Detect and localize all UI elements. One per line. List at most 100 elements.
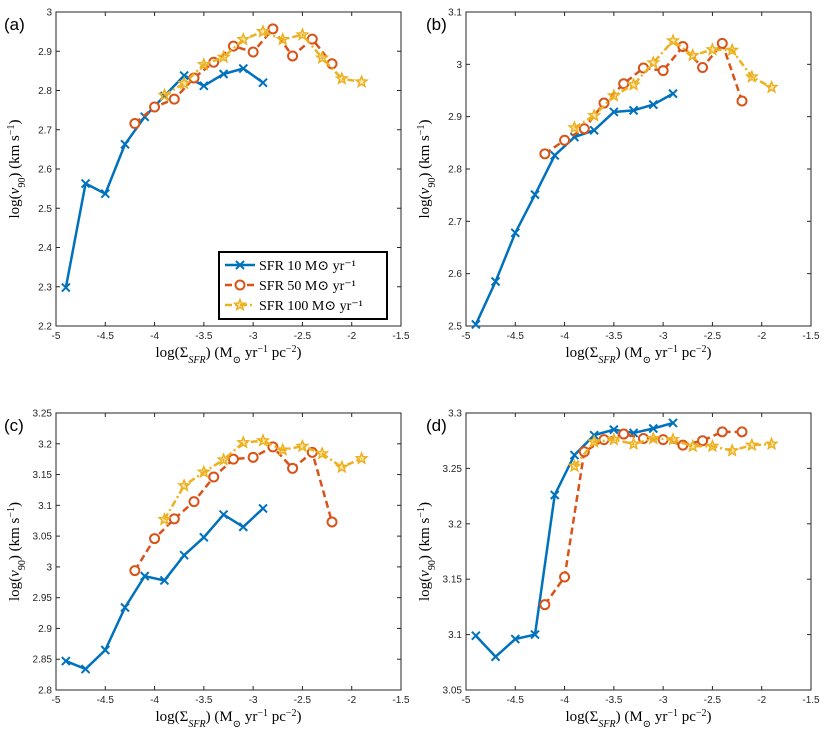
y-tick-label: 3.25 (33, 409, 53, 420)
data-point (471, 631, 481, 641)
y-tick-label: 2.6 (448, 269, 462, 280)
x-tick-label: -1.5 (802, 331, 820, 342)
x-tick-label: -2.5 (704, 695, 722, 706)
y-tick-label: 2.95 (33, 593, 53, 604)
data-point (196, 57, 212, 71)
data-point (208, 471, 220, 483)
y-tick-label: 2.5 (448, 322, 462, 333)
series-2 (539, 426, 748, 611)
data-point (179, 70, 189, 81)
data-point (61, 656, 71, 666)
y-tick-label: 3 (456, 60, 462, 71)
data-point (724, 42, 740, 57)
data-point (539, 148, 551, 160)
data-point (179, 550, 189, 560)
y-tick-label: 2.7 (38, 125, 52, 136)
data-point (716, 37, 728, 49)
y-tick-label: 3.1 (448, 8, 462, 19)
y-tick-label: 2.8 (448, 165, 462, 176)
y-tick-label: 3 (46, 8, 52, 19)
data-point (287, 462, 299, 474)
y-tick-label: 3 (46, 562, 52, 573)
data-point (606, 88, 622, 102)
data-point (510, 228, 520, 238)
series-line (163, 30, 362, 97)
data-point (120, 602, 130, 613)
data-point (176, 75, 192, 90)
data-point (216, 49, 231, 64)
data-point (744, 437, 760, 452)
data-point (648, 99, 658, 110)
x-tick-label: -4.5 (507, 695, 525, 706)
y-tick-label: 2.9 (448, 112, 462, 123)
y-tick-label: 3.05 (33, 532, 53, 543)
y-tick-label: 2.6 (38, 165, 52, 176)
series-3 (157, 24, 369, 102)
data-point (238, 522, 248, 532)
series-3 (567, 33, 779, 134)
data-point (626, 436, 641, 451)
data-point (697, 61, 709, 73)
data-point (646, 430, 661, 445)
y-tick-label: 3.05 (443, 686, 463, 697)
data-point (199, 532, 209, 543)
data-point (120, 139, 130, 149)
legend-entry: SFR 100 M⊙ yr⁻¹ (225, 297, 363, 314)
series-2 (129, 23, 338, 129)
data-point (275, 442, 290, 457)
data-point (306, 33, 318, 45)
data-point (736, 426, 748, 438)
data-point (609, 424, 619, 435)
y-tick-label: 3.25 (443, 464, 463, 475)
y-tick-label: 2.2 (38, 322, 52, 333)
data-point (705, 438, 720, 453)
y-tick-label: 2.4 (38, 243, 52, 254)
axes-box (465, 11, 812, 327)
x-axis-label: log(ΣSFR) (M⊙ yr−1 pc−2) (565, 708, 711, 730)
data-point (490, 652, 501, 662)
data-point (196, 464, 212, 479)
data-point (334, 71, 350, 85)
data-point (530, 629, 540, 640)
axes-box (55, 412, 402, 691)
x-tick-label: -3.5 (605, 695, 623, 706)
data-point (168, 513, 180, 525)
data-point (227, 453, 239, 465)
panel-a: (a) -5 -4.5 -4 -3.5 -3 -2.5 -2 -1.5 2.2 2.3 2.4 2.5 2… (4, 8, 410, 366)
y-tick-label: 2.7 (448, 217, 462, 228)
series-1 (471, 418, 678, 662)
x-tick-label: -3 (659, 331, 668, 342)
data-point (334, 459, 350, 474)
data-point (258, 77, 268, 88)
y-tick-label: 2.8 (38, 86, 52, 97)
y-tick-label: 3.15 (33, 470, 53, 481)
data-point (589, 125, 599, 135)
data-point (490, 276, 501, 287)
series-line (133, 445, 334, 572)
x-tick-label: -3.5 (195, 331, 213, 342)
y-axis-label: log(v90) (km s−1) (416, 120, 438, 219)
data-point (255, 24, 271, 38)
legend-marker (232, 297, 248, 312)
series-3 (567, 430, 779, 473)
data-point (665, 432, 681, 446)
y-axis-label: log(v90) (km s−1) (416, 502, 438, 601)
series-1 (471, 88, 678, 330)
x-axis-label: log(ΣSFR) (M⊙ yr−1 pc−2) (155, 708, 301, 730)
data-point (354, 451, 369, 465)
data-point (626, 77, 641, 91)
y-tick-label: 2.5 (38, 204, 52, 215)
data-point (646, 55, 661, 69)
data-point (716, 426, 728, 438)
data-point (550, 490, 560, 500)
data-point (697, 435, 709, 447)
x-tick-label: -4 (150, 331, 159, 342)
data-point (628, 105, 639, 116)
panel-c: (c) -5 -4.5 -4 -3.5 -3 -2.5 -2 -1.5 2.8 2.85 2.9 2.9… (4, 409, 410, 730)
data-point (677, 41, 689, 53)
data-point (129, 565, 141, 577)
data-point (157, 511, 172, 526)
x-tick-label: -4.5 (97, 331, 115, 342)
x-tick-label: -2.5 (294, 331, 312, 342)
data-point (236, 31, 251, 46)
